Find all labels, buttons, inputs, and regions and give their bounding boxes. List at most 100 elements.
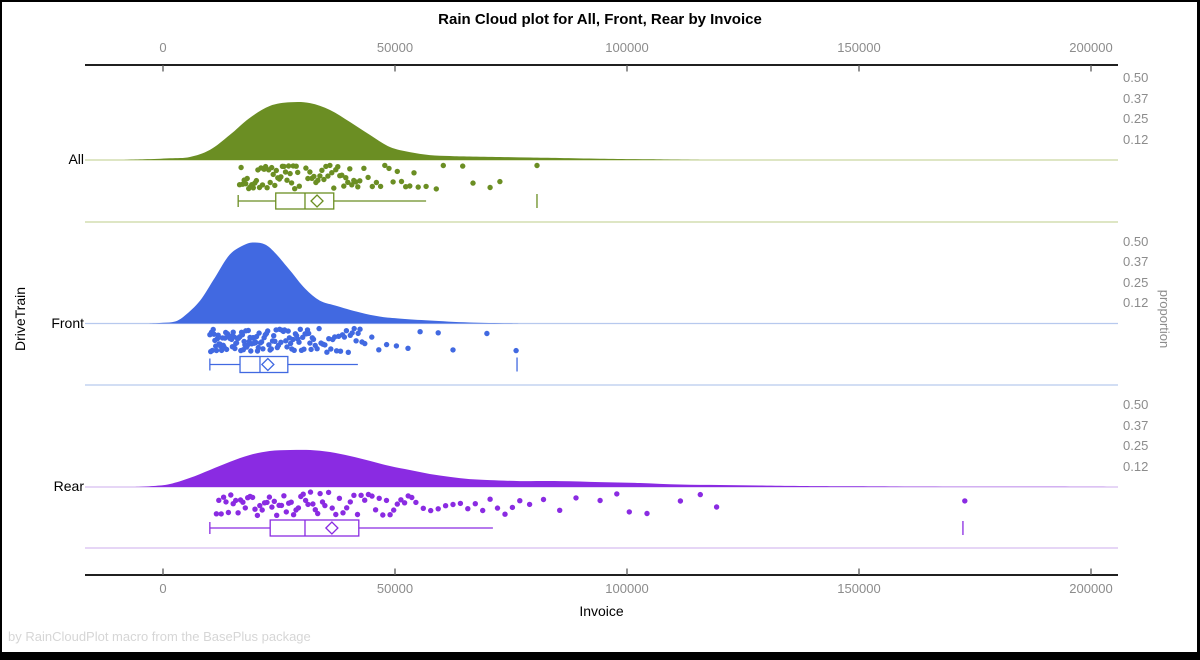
data-point-rear (435, 506, 441, 512)
data-point-rear (295, 505, 302, 511)
data-point-rear (317, 490, 323, 497)
data-point-all (272, 182, 278, 189)
category-label-rear: Rear (53, 478, 84, 494)
mean-diamond-rear (324, 521, 339, 535)
data-point-all (317, 173, 323, 179)
data-point-front (383, 341, 390, 348)
data-point-rear (290, 512, 297, 518)
data-point-front (272, 338, 278, 344)
data-point-front (369, 334, 375, 340)
data-point-all (345, 179, 351, 185)
data-point-all (460, 163, 466, 169)
data-point-rear (288, 499, 294, 505)
data-point-rear (242, 505, 248, 511)
category-label-all: All (68, 151, 84, 167)
data-point-rear (278, 502, 285, 509)
data-point-rear (315, 510, 321, 517)
data-point-all (295, 169, 301, 176)
data-point-all (250, 185, 256, 191)
data-point-front (393, 343, 400, 349)
density-front (149, 242, 520, 324)
data-point-rear (220, 494, 227, 500)
top-axis-tick-label: 200000 (1069, 40, 1113, 55)
data-point-all (343, 175, 349, 181)
data-point-front (266, 342, 272, 348)
proportion-tick-all: 0.50 (1123, 70, 1149, 85)
data-point-all (339, 172, 345, 178)
data-point-rear (450, 501, 456, 508)
data-point-all (487, 184, 493, 191)
data-point-front (271, 333, 277, 339)
data-point-rear (465, 506, 471, 512)
data-point-all (365, 174, 371, 181)
data-point-front (285, 328, 291, 334)
data-point-rear (336, 495, 343, 501)
data-point-rear (218, 511, 224, 517)
data-point-rear (644, 510, 650, 517)
data-point-rear (962, 498, 968, 504)
data-point-front (351, 325, 357, 332)
proportion-tick-all: 0.25 (1123, 111, 1149, 126)
data-point-rear (387, 512, 393, 518)
data-point-rear (274, 512, 280, 518)
data-point-front (265, 328, 271, 334)
data-point-all (361, 165, 367, 171)
data-point-front (345, 349, 351, 355)
data-point-rear (614, 491, 620, 497)
data-point-rear (428, 507, 434, 514)
data-point-rear (300, 491, 306, 497)
bottom-axis-tick-label: 50000 (376, 581, 414, 596)
data-point-all (243, 181, 249, 187)
data-point-all (319, 167, 325, 173)
data-point-all (238, 164, 244, 171)
density-rear (135, 449, 1115, 487)
data-point-front (435, 330, 441, 336)
data-point-all (394, 168, 400, 175)
data-point-rear (509, 504, 516, 511)
data-point-all (305, 175, 311, 182)
top-axis-tick-label: 150000 (837, 40, 881, 55)
data-point-front (255, 344, 261, 351)
data-point-rear (347, 499, 353, 505)
data-point-front (355, 330, 361, 337)
footnote: by RainCloudPlot macro from the BasePlus… (8, 629, 311, 644)
mean-diamond-front (260, 357, 275, 372)
data-point-front (213, 347, 220, 354)
data-point-front (376, 347, 382, 353)
data-point-front (306, 330, 312, 337)
proportion-tick-rear: 0.12 (1123, 458, 1149, 474)
data-point-all (311, 173, 317, 180)
data-point-rear (677, 498, 684, 504)
data-point-front (333, 348, 340, 354)
data-point-rear (233, 497, 239, 504)
data-point-rear (225, 509, 232, 516)
bottom-axis-tick-label: 100000 (605, 581, 649, 596)
data-point-rear (264, 499, 270, 506)
proportion-tick-front: 0.50 (1123, 233, 1149, 249)
x-axis-title: Invoice (579, 603, 624, 619)
data-point-front (513, 347, 519, 354)
data-point-all (386, 165, 392, 172)
data-point-all (285, 163, 292, 169)
frame-border-top (0, 0, 1200, 2)
data-point-rear (573, 495, 579, 501)
data-point-all (278, 174, 284, 180)
y-axis-title: DriveTrain (12, 286, 28, 352)
data-point-front (215, 332, 221, 338)
data-point-all (357, 178, 363, 184)
data-point-rear (383, 497, 390, 504)
data-point-all (534, 162, 540, 169)
data-point-rear (340, 510, 346, 516)
data-point-all (321, 176, 327, 183)
data-point-front (349, 330, 355, 336)
data-point-rear (697, 491, 703, 498)
data-point-rear (557, 507, 563, 513)
data-point-all (415, 184, 421, 190)
data-point-front (284, 344, 290, 350)
data-point-rear (271, 498, 277, 504)
data-point-rear (457, 500, 464, 507)
data-point-all (355, 184, 361, 190)
data-point-rear (358, 492, 364, 498)
